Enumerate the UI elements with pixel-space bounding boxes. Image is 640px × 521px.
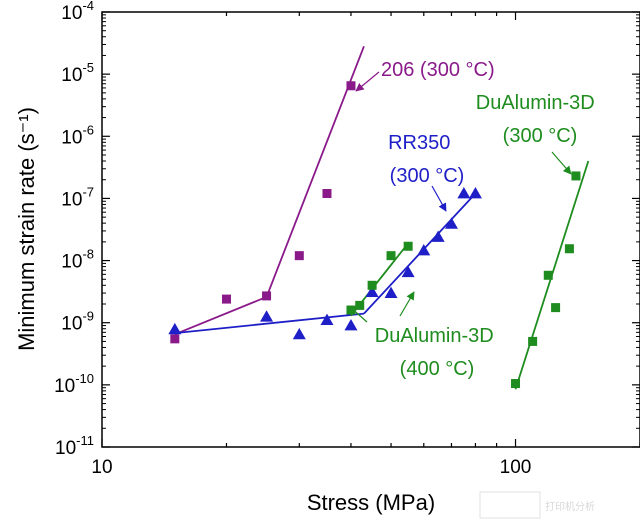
data-point-dualumin-3d-300-c [551,303,561,313]
data-point-rr350-300-c [168,322,182,335]
annotation-dualumin-300-line-2: (300 °C) [503,125,578,147]
data-points [168,81,581,389]
data-point-206-300-c [322,189,332,199]
y-tick-label: 10-9 [61,309,94,335]
data-point-dualumin-3d-400-c [403,241,413,251]
data-point-rr350-300-c [431,230,445,242]
y-tick-base: 10 [61,314,82,335]
y-tick-exponent: -8 [82,247,94,262]
annotation-dualumin-300-arrow [551,151,572,175]
y-tick-exponent: -6 [82,122,94,137]
annotation-206: 206 (300 °C) [381,59,495,81]
data-point-rr350-300-c [468,187,482,199]
plot-frame [101,11,640,448]
y-tick-base: 10 [61,127,82,148]
y-tick-base: 10 [61,3,82,24]
y-tick-label: 10-4 [61,0,94,24]
y-tick-base: 10 [54,376,75,397]
annotation-rr350-arrow [431,185,447,212]
data-point-rr350-300-c [260,310,274,322]
fit-line-rr350-300-c [174,312,365,335]
x-tick-label: 100 [500,457,532,478]
data-point-dualumin-3d-400-c [367,280,377,290]
x-axis-title: Stress (MPa) [307,490,435,515]
data-point-rr350-300-c [457,187,471,199]
y-tick-exponent: -4 [82,0,94,13]
data-point-rr350-300-c [320,313,334,326]
fit-line-206-300-c [174,296,267,336]
annotation-dualumin-400: DuAlumin-3D (400 °C) [375,325,500,380]
data-point-dualumin-3d-300-c [571,171,581,181]
annotation-dualumin-300: DuAlumin-3D (300 °C) [476,92,601,147]
data-point-dualumin-3d-300-c [564,244,574,254]
data-point-dualumin-3d-400-c [355,300,365,310]
annotation-rr350: RR350 (300 °C) [388,132,464,187]
annotation-dualumin-400-line-2: (400 °C) [400,358,475,380]
y-tick-label: 10-7 [61,184,94,210]
annotation-dualumin-300-line-1: DuAlumin-3D [476,92,595,114]
data-point-dualumin-3d-300-c [511,379,521,389]
data-point-rr350-300-c [401,265,415,278]
data-point-rr350-300-c [344,319,358,331]
watermark-text: 打印机分析 [545,500,595,513]
y-tick-label: 10-6 [61,122,94,148]
y-tick-base: 10 [61,189,82,210]
data-point-206-300-c [170,334,180,344]
y-tick-label: 10-5 [61,60,94,86]
data-point-206-300-c [346,81,356,91]
annotation-206-line-1: 206 (300 °C) [381,59,495,81]
x-tick-label: 10 [91,457,112,478]
annotation-rr350-line-1: RR350 [388,132,450,154]
y-tick-base: 10 [55,438,76,459]
y-tick-base: 10 [61,252,82,273]
y-tick-exponent: -5 [82,60,94,75]
watermark-logo [479,491,541,519]
data-point-rr350-300-c [384,286,398,298]
data-point-dualumin-3d-400-c [386,251,396,261]
y-tick-exponent: -7 [82,184,94,199]
y-tick-label: 10-11 [55,433,94,459]
data-point-206-300-c [262,291,272,301]
data-point-206-300-c [294,251,304,261]
annotation-dualumin-400-arrow-b [399,291,415,317]
annotation-dualumin-400-arrow-a [348,305,368,323]
data-point-206-300-c [221,294,231,304]
y-tick-label: 10-10 [54,371,94,397]
y-tick-exponent: -9 [82,309,94,324]
data-point-dualumin-3d-300-c [528,336,538,346]
annotation-dualumin-400-line-1: DuAlumin-3D [375,325,494,347]
y-tick-exponent: -11 [76,433,94,448]
data-point-rr350-300-c [417,244,431,256]
data-point-rr350-300-c [444,217,458,229]
annotation-206-arrow [355,71,380,92]
data-point-rr350-300-c [292,327,306,340]
annotation-rr350-line-2: (300 °C) [390,165,465,187]
y-tick-label: 10-8 [61,247,94,273]
y-tick-exponent: -10 [75,371,94,386]
y-axis-title: Minimum strain rate (s⁻¹) [14,107,39,351]
data-point-rr350-300-c [365,285,379,298]
watermark: 打印机分析 [479,491,595,519]
y-tick-base: 10 [61,65,82,86]
data-point-dualumin-3d-300-c [543,270,553,280]
